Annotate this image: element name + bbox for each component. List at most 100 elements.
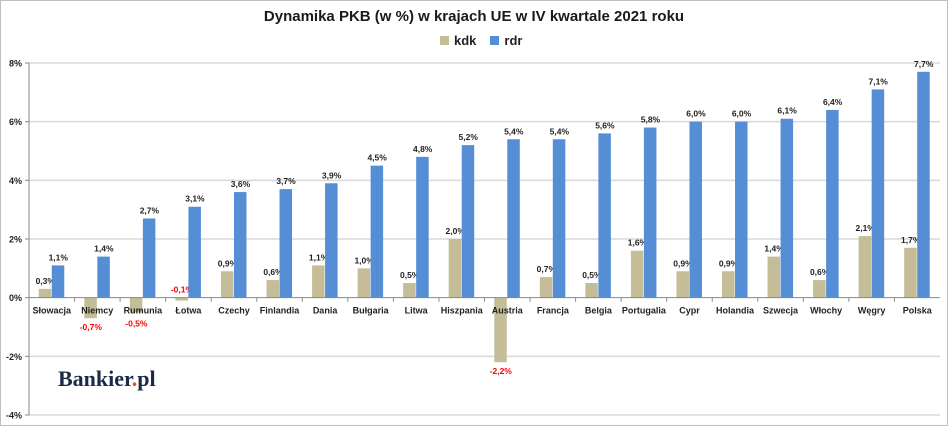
bar-kdk bbox=[266, 280, 280, 298]
bar-kdk bbox=[175, 297, 188, 301]
data-label-rdr: 1,4% bbox=[94, 244, 114, 254]
data-label-rdr: 5,4% bbox=[504, 126, 524, 136]
data-label-kdk: 2,0% bbox=[446, 226, 466, 236]
x-tick-label: Finlandia bbox=[260, 306, 300, 316]
legend-label-rdr: rdr bbox=[504, 33, 523, 48]
bar-rdr bbox=[552, 139, 566, 298]
bar-kdk bbox=[904, 247, 917, 298]
x-tick-label: Holandia bbox=[716, 306, 755, 316]
data-label-rdr: 3,1% bbox=[185, 194, 205, 204]
bar-kdk bbox=[38, 288, 52, 298]
x-tick-label: Francja bbox=[537, 306, 570, 316]
data-label-rdr: 7,1% bbox=[868, 76, 888, 86]
bar-kdk bbox=[84, 297, 97, 319]
data-label-rdr: 5,4% bbox=[550, 126, 570, 136]
bar-rdr bbox=[461, 145, 475, 298]
bar-kdk bbox=[722, 271, 735, 298]
legend-swatch-rdr bbox=[490, 36, 500, 45]
data-label-rdr: 6,1% bbox=[777, 106, 797, 116]
data-label-kdk: -2,2% bbox=[490, 366, 513, 376]
bankier-logo: Bankier.pl bbox=[54, 366, 160, 392]
x-tick-label: Szwecja bbox=[763, 306, 799, 316]
data-label-rdr: 1,1% bbox=[49, 252, 69, 262]
data-label-rdr: 3,6% bbox=[231, 179, 251, 189]
data-label-kdk: -0,7% bbox=[80, 322, 103, 332]
data-label-kdk: 2,1% bbox=[855, 223, 875, 233]
data-label-rdr: 4,8% bbox=[413, 144, 433, 154]
bar-rdr bbox=[735, 121, 748, 298]
data-label-rdr: 5,6% bbox=[595, 120, 615, 130]
bar-rdr bbox=[917, 71, 930, 298]
bar-kdk bbox=[813, 280, 826, 298]
bar-rdr bbox=[97, 256, 110, 298]
legend-item-kdk: kdk bbox=[440, 33, 476, 48]
x-tick-label: Niemcy bbox=[81, 306, 113, 316]
x-tick-label: Belgia bbox=[585, 306, 613, 316]
y-tick-label: 6% bbox=[9, 117, 22, 127]
data-label-rdr: 6,0% bbox=[686, 109, 706, 119]
bar-rdr bbox=[689, 121, 702, 298]
x-tick-label: Łotwa bbox=[175, 306, 202, 316]
bar-rdr bbox=[416, 156, 429, 298]
data-label-kdk: 0,9% bbox=[719, 258, 739, 268]
data-label-rdr: 5,2% bbox=[459, 132, 479, 142]
y-tick-label: 8% bbox=[9, 59, 22, 69]
data-label-rdr: 5,8% bbox=[641, 115, 661, 125]
logo-tld: pl bbox=[137, 366, 156, 391]
data-label-kdk: -0,5% bbox=[125, 319, 148, 329]
data-label-kdk: 0,5% bbox=[582, 270, 602, 280]
bar-rdr bbox=[507, 139, 520, 298]
legend: kdk rdr bbox=[440, 33, 522, 48]
x-tick-label: Słowacja bbox=[33, 306, 73, 316]
x-tick-label: Polska bbox=[903, 306, 933, 316]
bar-kdk bbox=[312, 265, 325, 298]
data-label-kdk: -0,1% bbox=[171, 285, 194, 295]
x-tick-label: Czechy bbox=[218, 306, 250, 316]
x-tick-label: Włochy bbox=[810, 306, 842, 316]
chart-title: Dynamika PKB (w %) w krajach UE w IV kwa… bbox=[263, 8, 685, 25]
bar-rdr bbox=[279, 189, 293, 298]
x-tick-label: Cypr bbox=[679, 306, 700, 316]
x-tick-label: Litwa bbox=[405, 306, 429, 316]
x-tick-label: Dania bbox=[313, 306, 339, 316]
bar-rdr bbox=[51, 265, 65, 298]
x-tick-label: Hiszpania bbox=[441, 306, 484, 316]
data-label-rdr: 6,0% bbox=[732, 109, 752, 119]
data-label-kdk: 0,9% bbox=[218, 258, 238, 268]
y-tick-label: -4% bbox=[6, 411, 22, 421]
bar-kdk bbox=[630, 250, 644, 298]
y-tick-label: 2% bbox=[9, 235, 22, 245]
y-tick-label: -2% bbox=[6, 352, 22, 362]
data-label-rdr: 3,9% bbox=[322, 170, 342, 180]
data-label-rdr: 2,7% bbox=[140, 205, 160, 215]
bar-rdr bbox=[826, 109, 839, 298]
bar-rdr bbox=[370, 165, 384, 298]
x-tick-label: Austria bbox=[492, 306, 524, 316]
data-label-rdr: 7,7% bbox=[914, 59, 934, 69]
bar-rdr bbox=[325, 183, 338, 298]
data-label-kdk: 1,1% bbox=[309, 252, 329, 262]
bar-rdr bbox=[871, 89, 885, 298]
legend-item-rdr: rdr bbox=[490, 33, 522, 48]
bar-kdk bbox=[220, 271, 234, 298]
bar-rdr bbox=[643, 127, 657, 298]
data-label-kdk: 0,9% bbox=[673, 258, 693, 268]
bar-rdr bbox=[598, 133, 611, 298]
legend-label-kdk: kdk bbox=[454, 33, 477, 48]
logo-dot: . bbox=[131, 366, 138, 391]
bar-kdk bbox=[858, 236, 872, 298]
bar-kdk bbox=[767, 256, 781, 298]
bar-kdk bbox=[494, 297, 507, 363]
data-label-kdk: 1,4% bbox=[764, 244, 784, 254]
bar-kdk bbox=[676, 271, 689, 298]
bar-kdk bbox=[448, 239, 462, 298]
data-label-kdk: 1,0% bbox=[354, 255, 374, 265]
data-label-rdr: 6,4% bbox=[823, 97, 843, 107]
data-label-kdk: 0,7% bbox=[537, 264, 557, 274]
bar-kdk bbox=[403, 283, 416, 298]
data-label-rdr: 4,5% bbox=[367, 153, 387, 163]
x-tick-label: Węgry bbox=[858, 306, 886, 316]
bar-kdk bbox=[539, 277, 553, 298]
